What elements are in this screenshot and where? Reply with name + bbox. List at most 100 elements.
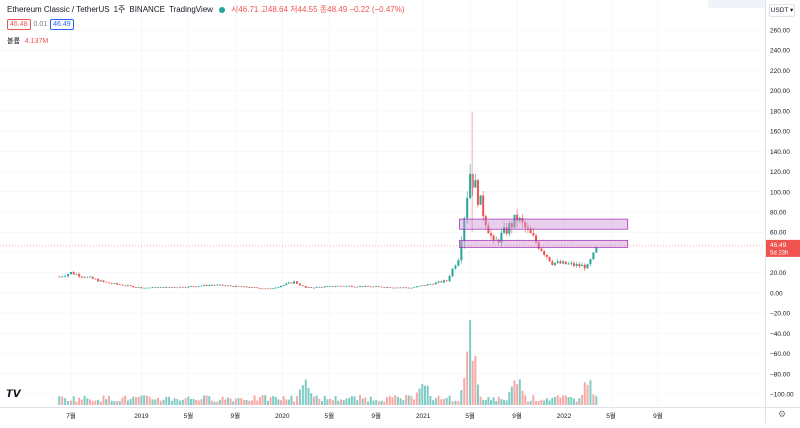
volume-bar bbox=[350, 396, 353, 405]
candle-body bbox=[224, 285, 227, 287]
time-tick-label: 2022 bbox=[557, 413, 572, 420]
interval-label[interactable]: 1주 bbox=[113, 5, 126, 14]
candle-body bbox=[364, 285, 367, 287]
candle-body bbox=[132, 285, 135, 288]
candle-body bbox=[232, 286, 235, 287]
candle-body bbox=[484, 216, 487, 226]
volume-bar bbox=[307, 387, 310, 405]
candle-body bbox=[118, 284, 121, 286]
volume-bar bbox=[64, 398, 67, 405]
time-tick-label: 9월 bbox=[231, 411, 241, 420]
volume-bar bbox=[295, 396, 298, 405]
volume-bar bbox=[88, 399, 91, 405]
volume-bar bbox=[318, 398, 321, 405]
candle-body bbox=[58, 276, 61, 278]
volume-bar bbox=[413, 399, 416, 405]
volume-bar bbox=[388, 395, 391, 405]
grid-lines bbox=[0, 0, 765, 407]
price-tick-label: −60.00 bbox=[770, 351, 790, 358]
candle-body bbox=[394, 287, 397, 289]
volume-bar bbox=[529, 400, 532, 405]
volume-bar bbox=[99, 401, 102, 405]
candle-body bbox=[432, 284, 435, 285]
candle-body bbox=[508, 223, 511, 234]
volume-bar bbox=[132, 396, 135, 405]
volume-bar bbox=[405, 395, 408, 405]
gear-icon[interactable]: ⚙ bbox=[778, 409, 787, 419]
candle-body bbox=[272, 288, 275, 290]
candle-body bbox=[334, 286, 337, 288]
volume-bar bbox=[232, 401, 235, 405]
volume-bar bbox=[474, 355, 477, 405]
candle-body bbox=[97, 278, 100, 282]
candle-body bbox=[342, 285, 345, 287]
volume-bar bbox=[162, 399, 165, 405]
volume-bar bbox=[176, 398, 179, 405]
volume-bar bbox=[521, 390, 524, 405]
candle-body bbox=[323, 286, 326, 288]
volume-bar bbox=[463, 378, 466, 405]
candle-body bbox=[135, 287, 138, 288]
candle-body bbox=[72, 272, 75, 275]
candle-body bbox=[551, 261, 554, 265]
candle-body bbox=[535, 235, 538, 243]
currency-button[interactable]: USDT ▾ bbox=[769, 4, 795, 17]
candle-body bbox=[285, 283, 288, 285]
symbol-title[interactable]: Ethereum Classic / TetherUS bbox=[7, 5, 110, 14]
candle-body bbox=[162, 287, 165, 288]
volume-bar bbox=[195, 400, 198, 405]
candle-body bbox=[448, 276, 451, 281]
candle-body bbox=[70, 272, 72, 275]
volume-bar bbox=[113, 401, 116, 405]
candle-body bbox=[61, 276, 64, 278]
volume-bar bbox=[383, 401, 386, 405]
volume-bar bbox=[168, 396, 171, 405]
candle-body bbox=[295, 281, 298, 284]
candle-body bbox=[445, 280, 448, 282]
candle-body bbox=[479, 195, 482, 205]
candle-body bbox=[157, 287, 160, 289]
candle-body bbox=[312, 287, 315, 289]
price-tick-label: 220.00 bbox=[770, 68, 790, 75]
volume-bar bbox=[524, 395, 527, 405]
candle-body bbox=[372, 286, 375, 288]
volume-bars bbox=[58, 319, 598, 405]
sell-button[interactable]: 46.48 bbox=[7, 19, 31, 30]
volume-bar bbox=[329, 398, 332, 405]
price-chart[interactable] bbox=[0, 0, 765, 407]
volume-bar bbox=[367, 401, 370, 405]
volume-bar bbox=[221, 396, 224, 405]
volume-bar bbox=[310, 393, 313, 405]
candle-body bbox=[391, 287, 394, 289]
top-panel-tab[interactable] bbox=[708, 0, 765, 8]
time-axis[interactable]: 7월 2019 5월 9월 2020 5월 9월 2021 5월 9월 2022 5월 9월 bbox=[0, 407, 765, 423]
candle-body bbox=[151, 287, 154, 288]
volume-bar bbox=[575, 401, 578, 405]
volume-bar bbox=[500, 399, 503, 405]
chart-legend: Ethereum Classic / TetherUS 1주 BINANCE T… bbox=[7, 4, 405, 15]
tradingview-logo-icon[interactable]: 𝙏𝙑 bbox=[6, 389, 21, 400]
volume-bar bbox=[75, 401, 78, 405]
candle-body bbox=[280, 285, 282, 288]
candle-body bbox=[329, 285, 332, 287]
volume-bar bbox=[551, 397, 554, 405]
volume-bar bbox=[369, 396, 372, 405]
candle-body bbox=[503, 227, 506, 233]
volume-bar bbox=[353, 396, 356, 405]
volume-bar bbox=[437, 395, 440, 405]
candle-body bbox=[192, 286, 195, 288]
buy-button[interactable]: 46.49 bbox=[50, 19, 74, 30]
volume-bar bbox=[513, 380, 516, 405]
candle-body bbox=[253, 287, 256, 288]
volume-bar bbox=[337, 400, 340, 405]
price-axis[interactable]: 260.00 240.00 220.00 200.00 180.00 160.00 140.… bbox=[765, 0, 800, 407]
volume-bar bbox=[237, 398, 240, 405]
volume-bar bbox=[592, 394, 595, 405]
volume-bar bbox=[203, 395, 206, 405]
volume-bar bbox=[410, 396, 413, 405]
volume-bar bbox=[484, 399, 487, 405]
price-tick-label: 100.00 bbox=[770, 189, 790, 196]
candle-body bbox=[290, 282, 293, 284]
candle-body bbox=[67, 274, 70, 277]
candle-body bbox=[548, 256, 551, 262]
